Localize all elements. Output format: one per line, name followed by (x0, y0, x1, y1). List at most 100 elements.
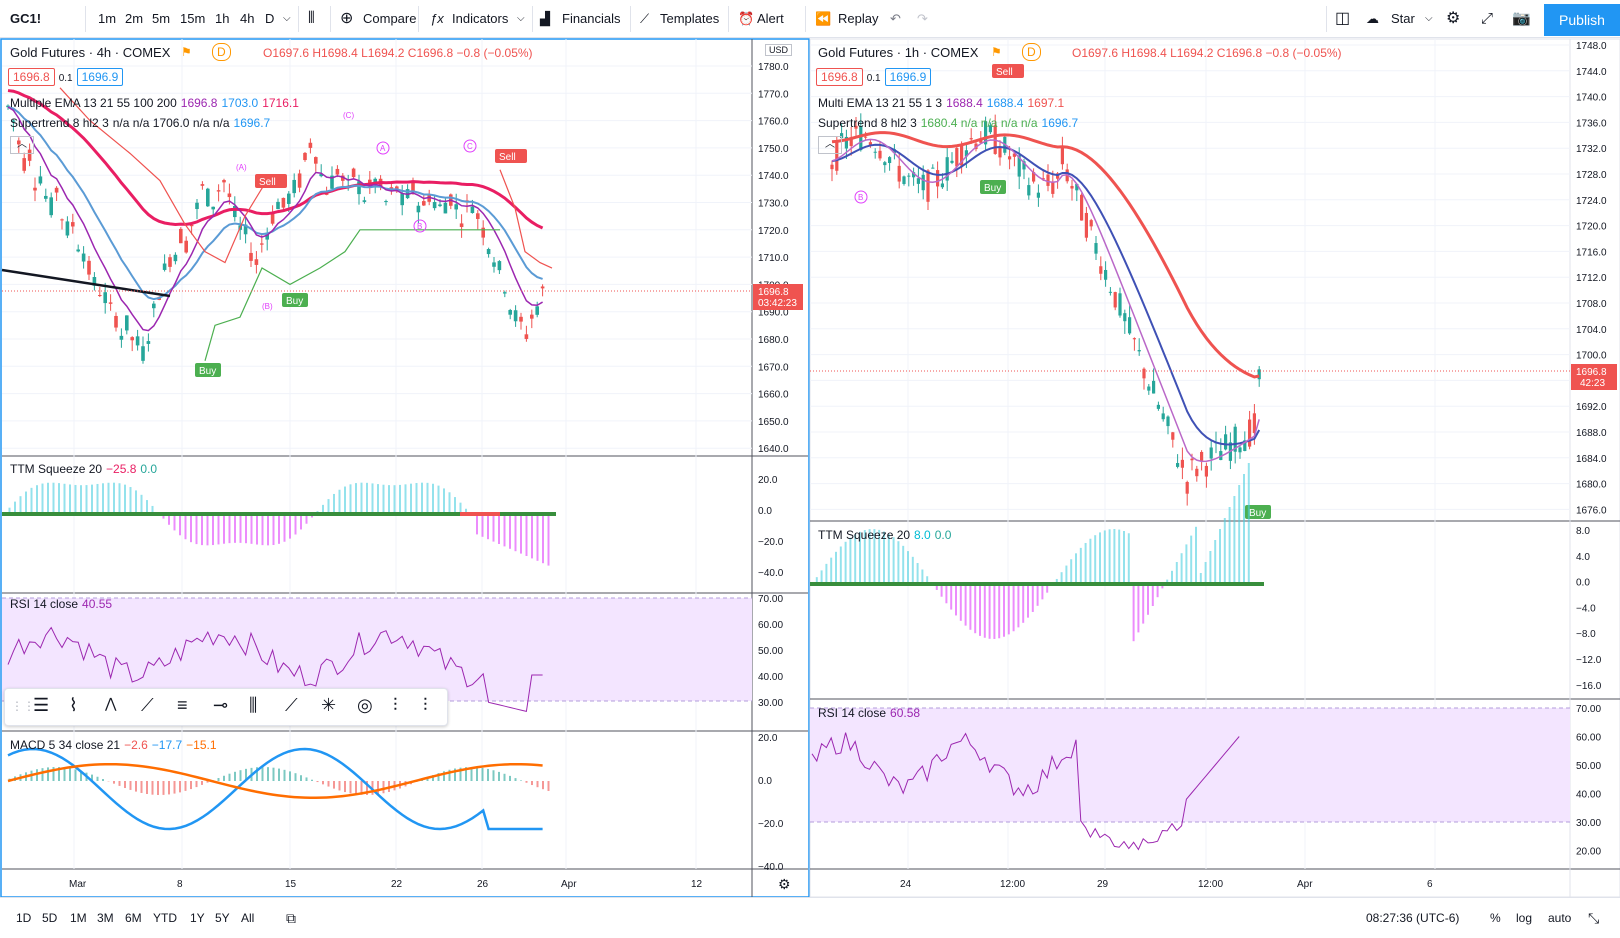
collapse-legend-button[interactable]: ︿ (10, 136, 34, 154)
compare-button[interactable]: Compare (363, 11, 417, 26)
chevron-down-icon[interactable]: ⌵ (1425, 13, 1433, 24)
flag-icon[interactable]: ⚑ (181, 45, 192, 59)
range-5y[interactable]: 5Y (215, 911, 230, 925)
plus-circle-icon[interactable]: ⊕ (340, 10, 354, 27)
alert-button[interactable]: Alert (757, 11, 784, 26)
interval-1h[interactable]: 1h (215, 11, 230, 26)
interval-5m[interactable]: 5m (152, 11, 171, 26)
percent-toggle[interactable]: % (1490, 911, 1501, 925)
target-icon[interactable]: ◎ (357, 695, 373, 715)
range-3m[interactable]: 3M (97, 911, 114, 925)
top-toolbar: GC1! 1m 2m 5m 15m 1h 4h D ⌵ ⫴ ⊕ Compare … (0, 0, 1620, 38)
layout-icon[interactable]: ◫ (1335, 10, 1351, 27)
rewind-icon[interactable]: ⏪ (815, 11, 832, 26)
wave-icon[interactable]: ⌇ (69, 695, 78, 715)
chevron-down-icon[interactable]: ⌵ (283, 13, 291, 24)
candle (222, 180, 226, 183)
rsi-band (2, 598, 752, 701)
candles-icon[interactable]: ⫴ (308, 10, 315, 27)
drag-handle-icon[interactable]: ⋮⋮ (11, 699, 35, 713)
horizontal-lines-icon[interactable]: ☰ (33, 695, 50, 715)
supertrend-up-line (204, 229, 500, 362)
candle (103, 292, 107, 304)
settings-lines-icon[interactable]: ⫶ (423, 695, 428, 715)
range-1m[interactable]: 1M (70, 911, 87, 925)
range-1d[interactable]: 1D (16, 911, 32, 925)
auto-toggle[interactable]: auto (1548, 911, 1572, 925)
financials-button[interactable]: Financials (562, 11, 621, 26)
right-ttm-legend[interactable]: TTM Squeeze 20 8.0 0.0 (818, 528, 952, 542)
range-6m[interactable]: 6M (125, 911, 142, 925)
symbol-search[interactable]: GC1! (10, 11, 42, 26)
ray-icon[interactable]: ⟋ (285, 695, 298, 715)
range-all[interactable]: All (241, 911, 255, 925)
pattern-icon[interactable]: ✳ (321, 695, 337, 715)
interval-15m[interactable]: 15m (180, 11, 206, 26)
range-1y[interactable]: 1Y (190, 911, 205, 925)
templates-icon[interactable]: ⟋ (640, 11, 650, 26)
cloud-icon[interactable]: ☁ (1366, 11, 1379, 26)
left-bid-ask[interactable]: 1696.8 0.1 1696.9 (8, 68, 127, 86)
range-5d[interactable]: 5D (42, 911, 58, 925)
camera-icon[interactable]: 📷 (1512, 10, 1531, 27)
ttm-tick: 20.0 (758, 475, 778, 486)
collapse-legend-button[interactable]: ︿ (818, 136, 842, 154)
replay-button[interactable]: Replay (838, 11, 879, 26)
candle (76, 249, 80, 252)
candle (335, 168, 340, 175)
expand-icon[interactable]: ⤡ (1588, 910, 1600, 926)
candle (233, 205, 237, 218)
trendline-icon[interactable]: ⟋ (141, 695, 154, 715)
horizontal-line-icon[interactable]: ⊸ (213, 695, 229, 715)
abc-pattern-icon[interactable]: ⋀ (105, 695, 117, 711)
publish-button[interactable]: Publish (1544, 4, 1620, 36)
interval-4h[interactable]: 4h (240, 11, 255, 26)
candle (1084, 212, 1088, 238)
candle (308, 142, 313, 148)
macd-tick: 20.0 (758, 733, 778, 744)
alarm-clock-icon[interactable]: ⏰ (738, 11, 755, 26)
candle (1027, 185, 1031, 196)
calendar-range-icon[interactable]: ⧉ (286, 910, 296, 926)
interval-1m[interactable]: 1m (98, 11, 117, 26)
channel-icon[interactable]: ≡ (177, 695, 188, 715)
candle (443, 202, 448, 214)
candle (1200, 451, 1204, 461)
interval-2m[interactable]: 2m (125, 11, 144, 26)
templates-button[interactable]: Templates (660, 11, 720, 26)
wave-label: (B) (262, 302, 273, 311)
right-ema-legend[interactable]: Multi EMA 13 21 55 1 3 1688.4 1688.4 1697.1 (818, 96, 1065, 110)
price-tick: 1760.0 (758, 117, 789, 128)
fib-icon[interactable]: ⫼ (249, 695, 258, 715)
rsi-band (810, 708, 1570, 822)
left-ttm-legend[interactable]: TTM Squeeze 20 −25.8 0.0 (10, 462, 158, 476)
left-rsi-legend[interactable]: RSI 14 close 40.55 (10, 597, 113, 611)
fx-icon[interactable]: ƒx (430, 11, 444, 26)
left-supertrend-legend[interactable]: Supertrend 8 hl2 3 n/a n/a 1706.0 n/a n/a… (10, 116, 271, 130)
left-ema-legend[interactable]: Multiple EMA 13 21 55 100 200 1696.8 1703.… (10, 96, 299, 110)
layout-name[interactable]: Star (1391, 11, 1415, 26)
gear-icon[interactable]: ⚙ (1446, 10, 1461, 27)
fullscreen-icon[interactable]: ⤢ (1481, 10, 1494, 27)
left-macd-legend[interactable]: MACD 5 34 close 21 −2.6 −17.7 −15.1 (10, 738, 217, 752)
candle (945, 157, 949, 181)
right-rsi-legend[interactable]: RSI 14 close 60.58 (818, 706, 921, 720)
redo-icon[interactable]: ↷ (917, 11, 928, 26)
right-bid-ask[interactable]: 1696.8 0.1 1696.9 (816, 68, 935, 86)
flag-icon[interactable]: ⚑ (991, 45, 1002, 59)
interval-d[interactable]: D (265, 11, 275, 26)
bar-chart-icon[interactable]: ▟ (540, 11, 550, 26)
range-ytd[interactable]: YTD (153, 911, 177, 925)
clock-time[interactable]: 08:27:36 (UTC-6) (1366, 911, 1460, 925)
chevron-down-icon[interactable]: ⌵ (517, 13, 525, 24)
right-supertrend-legend[interactable]: Supertrend 8 hl2 3 1680.4 n/a n/a n/a n/a… (818, 116, 1079, 130)
undo-icon[interactable]: ↶ (890, 11, 901, 26)
indicators-button[interactable]: Indicators (452, 11, 509, 26)
candle (195, 202, 199, 210)
log-toggle[interactable]: log (1516, 911, 1533, 925)
candle (1089, 220, 1093, 227)
candle (1224, 434, 1228, 450)
position-icon[interactable]: ⫶ (393, 695, 398, 715)
candle (152, 303, 156, 309)
